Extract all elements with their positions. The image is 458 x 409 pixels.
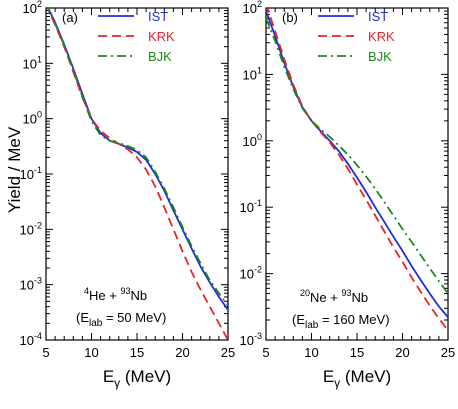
panel-tag: (b) xyxy=(282,10,298,25)
y-tick-label: 10-2 xyxy=(20,220,42,237)
y-tick-label: 10-1 xyxy=(20,165,42,182)
legend-label-krk: KRK xyxy=(368,29,395,44)
y-tick-label: 10-2 xyxy=(240,265,262,282)
reaction-label: 20Ne + 93Nb xyxy=(300,288,368,305)
x-tick-label: 10 xyxy=(84,345,98,360)
legend-label-bjk: BJK xyxy=(368,49,392,64)
y-tick-label: 102 xyxy=(23,0,42,16)
y-tick-label: 102 xyxy=(243,0,262,16)
legend-label-krk: KRK xyxy=(148,29,175,44)
y-tick-label: 100 xyxy=(243,132,262,149)
series-line-bjk xyxy=(266,17,448,295)
x-tick-label: 5 xyxy=(42,345,49,360)
panel-tag: (a) xyxy=(62,10,78,25)
legend-label-bjk: BJK xyxy=(148,49,172,64)
series-line-krk xyxy=(46,8,228,340)
series-line-krk xyxy=(266,8,448,331)
reaction-label: 4He + 93Nb xyxy=(84,286,147,303)
x-tick-label: 10 xyxy=(304,345,318,360)
x-axis-label: Eγ (MeV) xyxy=(323,367,391,390)
y-tick-label: 10-3 xyxy=(20,276,42,293)
x-tick-label: 20 xyxy=(175,345,189,360)
y-tick-label: 101 xyxy=(23,54,42,71)
x-axis-label: Eγ (MeV) xyxy=(103,367,171,390)
x-tick-label: 5 xyxy=(262,345,269,360)
series-line-bjk xyxy=(46,8,228,307)
y-tick-label: 10-4 xyxy=(20,331,42,348)
energy-label: (Elab = 160 MeV) xyxy=(292,312,390,331)
panel-b: 5 10 15 20 25 10-3 10-2 10-1 100 101 102 Eγ (MeV) IS… xyxy=(240,0,456,390)
y-tick-label: 10-3 xyxy=(240,331,262,348)
x-tick-label: 15 xyxy=(350,345,364,360)
y-tick-label: 100 xyxy=(23,110,42,127)
x-tick-label: 15 xyxy=(130,345,144,360)
x-tick-label: 25 xyxy=(441,345,455,360)
y-axis-label: Yield / MeV xyxy=(5,126,24,213)
legend-label-ist: IST xyxy=(368,9,388,24)
legend-label-ist: IST xyxy=(148,9,168,24)
panel-a: 5 10 15 20 25 10-4 10-3 10-2 10-1 100 101 102 Eγ (Me… xyxy=(20,0,236,390)
y-tick-label: 10-1 xyxy=(240,198,262,215)
x-tick-label: 20 xyxy=(395,345,409,360)
x-tick-label: 25 xyxy=(221,345,235,360)
energy-label: (Elab = 50 MeV) xyxy=(76,310,166,329)
y-tick-label: 101 xyxy=(243,65,262,82)
